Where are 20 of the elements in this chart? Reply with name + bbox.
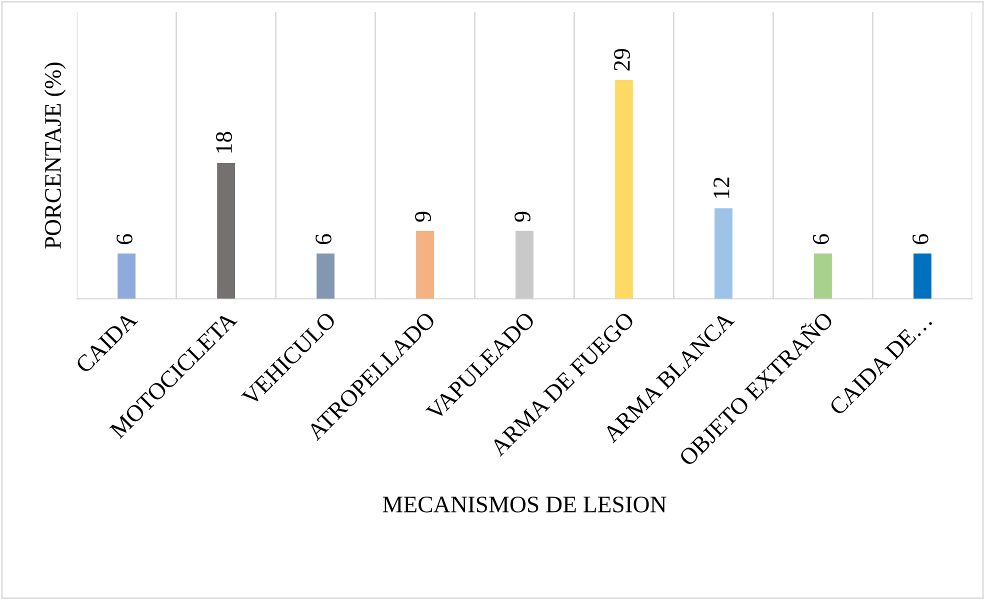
bar	[814, 254, 832, 299]
bar	[615, 80, 633, 299]
data-label: 6	[116, 234, 132, 244]
data-label: 9	[514, 212, 530, 222]
y-axis-title: PORCENTAJE (%)	[44, 62, 66, 249]
bar	[217, 162, 236, 299]
bar	[914, 254, 932, 299]
data-label: 29	[614, 48, 630, 71]
data-label: 6	[813, 234, 829, 244]
data-label: 6	[912, 234, 928, 244]
bar	[316, 254, 334, 299]
data-label: 9	[415, 212, 431, 222]
data-label: 12	[714, 178, 730, 198]
data-label: 18	[216, 132, 232, 153]
bar	[118, 254, 136, 299]
data-label: 6	[316, 234, 332, 244]
bar	[516, 230, 534, 299]
bar	[416, 230, 434, 299]
bar	[714, 208, 732, 299]
x-axis-title: MECANISMOS DE LESION	[382, 496, 666, 512]
